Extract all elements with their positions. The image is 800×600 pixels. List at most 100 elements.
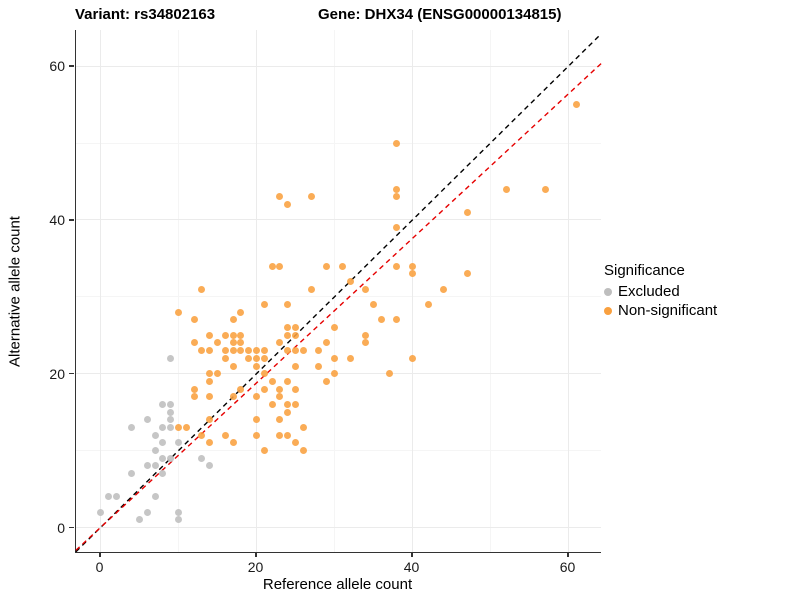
legend-item-label: Excluded (618, 283, 680, 300)
data-point-non-significant (292, 324, 299, 332)
data-point-non-significant (393, 316, 401, 324)
legend-item: Non-significant (604, 302, 717, 319)
gridline-x-major (100, 30, 101, 552)
data-point-non-significant (292, 331, 299, 339)
data-point-non-significant (284, 347, 292, 355)
data-point-non-significant (393, 185, 401, 193)
data-point-excluded (104, 493, 112, 501)
data-point-non-significant (292, 347, 299, 355)
data-point-non-significant (276, 262, 284, 270)
data-point-non-significant (190, 385, 198, 393)
legend-item-label: Non-significant (618, 302, 718, 319)
data-point-non-significant (206, 393, 214, 401)
gridline-y-major (76, 527, 601, 528)
y-axis-label: Alternative allele count (6, 216, 24, 367)
x-tick-label: 0 (95, 559, 104, 575)
data-point-non-significant (229, 347, 237, 355)
data-point-non-significant (284, 408, 292, 416)
data-point-excluded (151, 447, 159, 455)
data-point-non-significant (323, 262, 331, 270)
gridline-y-major (76, 65, 601, 67)
data-point-non-significant (331, 354, 338, 362)
data-point-non-significant (307, 193, 315, 201)
data-point-non-significant (190, 339, 198, 347)
data-point-non-significant (307, 285, 315, 293)
data-point-non-significant (315, 362, 323, 370)
data-point-non-significant (214, 370, 221, 378)
data-point-non-significant (260, 300, 268, 308)
data-point-non-significant (229, 316, 237, 324)
data-point-non-significant (206, 377, 214, 385)
data-point-non-significant (463, 270, 471, 278)
data-point-excluded (97, 508, 104, 516)
data-point-non-significant (284, 201, 292, 209)
legend: Significance Excluded Non-significant (604, 262, 717, 321)
gridline-x-major (412, 30, 413, 552)
gridline-x-minor (178, 30, 179, 552)
gridline-y-major (76, 219, 601, 221)
data-point-non-significant (229, 339, 237, 347)
data-point-non-significant (253, 362, 260, 370)
gridline-x-major (256, 30, 257, 552)
data-point-non-significant (292, 439, 299, 447)
data-point-non-significant (284, 431, 292, 439)
data-point-excluded (143, 508, 151, 516)
data-point-non-significant (175, 308, 182, 316)
data-point-non-significant (315, 347, 323, 355)
data-point-excluded (151, 462, 159, 470)
legend-items: Excluded Non-significant (604, 283, 717, 319)
data-point-non-significant (229, 439, 237, 447)
gridline-y-minor (76, 142, 601, 144)
chart-title-gene: Gene: DHX34 (ENSG00000134815) (318, 6, 562, 23)
data-point-non-significant (260, 385, 268, 393)
data-point-non-significant (276, 339, 284, 347)
data-point-excluded (159, 424, 167, 432)
x-tick-mark (99, 552, 101, 557)
data-point-non-significant (370, 300, 377, 308)
data-point-excluded (159, 470, 167, 478)
data-point-non-significant (260, 354, 268, 362)
data-point-excluded (167, 400, 175, 408)
chart-title-variant: Variant: rs34802163 (75, 6, 216, 23)
data-point-non-significant (237, 331, 245, 339)
data-point-non-significant (284, 331, 292, 339)
data-point-excluded (128, 470, 136, 478)
data-point-excluded (206, 462, 214, 470)
data-point-excluded (159, 439, 167, 447)
data-point-non-significant (206, 331, 214, 339)
data-point-non-significant (299, 424, 307, 432)
data-point-non-significant (253, 431, 260, 439)
data-point-excluded (151, 431, 159, 439)
data-point-excluded (143, 416, 151, 424)
data-point-excluded (167, 454, 175, 462)
y-tick-label: 40 (49, 211, 65, 228)
data-point-non-significant (276, 385, 284, 393)
data-point-non-significant (292, 362, 299, 370)
data-point-excluded (159, 454, 167, 462)
data-point-non-significant (221, 331, 229, 339)
data-point-non-significant (245, 354, 253, 362)
data-point-non-significant (362, 339, 370, 347)
data-point-excluded (143, 462, 151, 470)
y-tick-mark (69, 65, 74, 67)
data-point-non-significant (323, 339, 331, 347)
data-point-non-significant (268, 377, 276, 385)
data-point-non-significant (253, 354, 260, 362)
x-tick-mark (411, 552, 413, 557)
data-point-non-significant (276, 393, 284, 401)
data-point-non-significant (221, 347, 229, 355)
data-point-non-significant (331, 370, 338, 378)
data-point-non-significant (260, 447, 268, 455)
data-point-non-significant (284, 300, 292, 308)
data-point-non-significant (502, 185, 510, 193)
data-point-non-significant (245, 347, 253, 355)
data-point-non-significant (268, 262, 276, 270)
data-point-non-significant (221, 354, 229, 362)
y-tick-label: 20 (49, 365, 65, 382)
data-point-non-significant (572, 101, 580, 109)
data-point-non-significant (175, 424, 182, 432)
data-point-non-significant (284, 324, 292, 332)
x-tick-mark (567, 552, 569, 557)
data-point-non-significant (409, 354, 416, 362)
